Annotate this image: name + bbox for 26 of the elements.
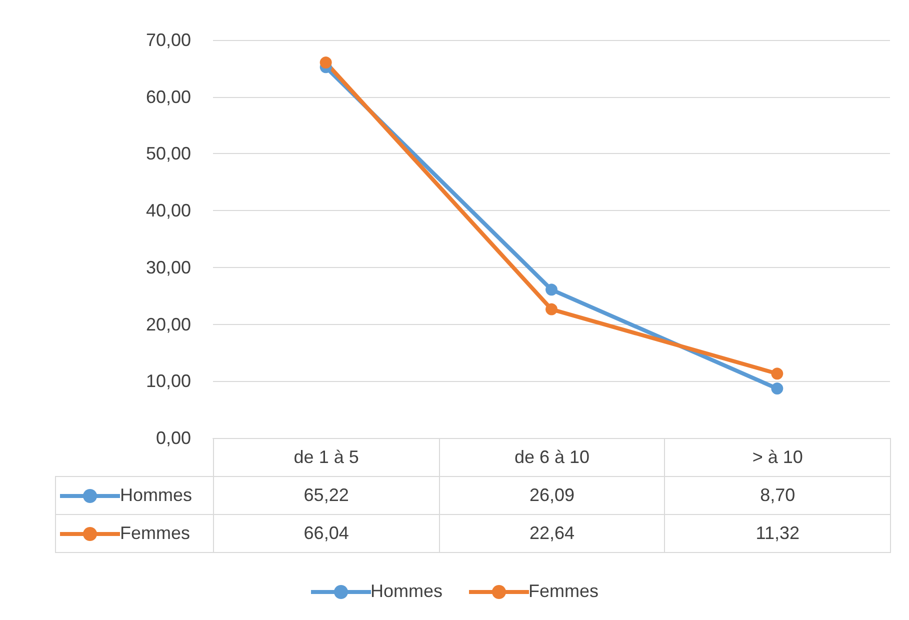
- data-label: 11,32: [664, 514, 891, 553]
- y-tick-label: 70,00: [146, 30, 191, 50]
- point: [320, 56, 332, 69]
- point: [771, 368, 784, 380]
- point: [771, 382, 784, 395]
- data-label: 26,09: [438, 476, 666, 515]
- data-label: 22,64: [438, 514, 666, 553]
- data-label: 65,22: [213, 476, 440, 515]
- point: [546, 303, 558, 316]
- y-tick-label: 60,00: [146, 86, 191, 107]
- y-tick-label: 30,00: [146, 257, 191, 278]
- y-tick-label: 50,00: [146, 144, 191, 164]
- y-tick-label: 40,00: [146, 200, 191, 221]
- point: [546, 284, 558, 296]
- x-tick-label: de 6 à 10: [438, 438, 666, 477]
- y-tick-label: 20,00: [146, 314, 191, 334]
- text: Femmes: [528, 581, 599, 601]
- legend-label: Hommes: [120, 485, 192, 506]
- x-tick-label: > à 10: [664, 438, 891, 477]
- text: Hommes: [370, 581, 442, 601]
- x-tick-label: de 1 à 5: [213, 438, 440, 477]
- data-label: 8,70: [664, 476, 891, 515]
- data-label: 66,04: [213, 514, 440, 553]
- y-tick-label: 0,00: [156, 428, 191, 448]
- y-tick-label: 10,00: [146, 371, 191, 392]
- legend-label: Femmes: [120, 523, 190, 544]
